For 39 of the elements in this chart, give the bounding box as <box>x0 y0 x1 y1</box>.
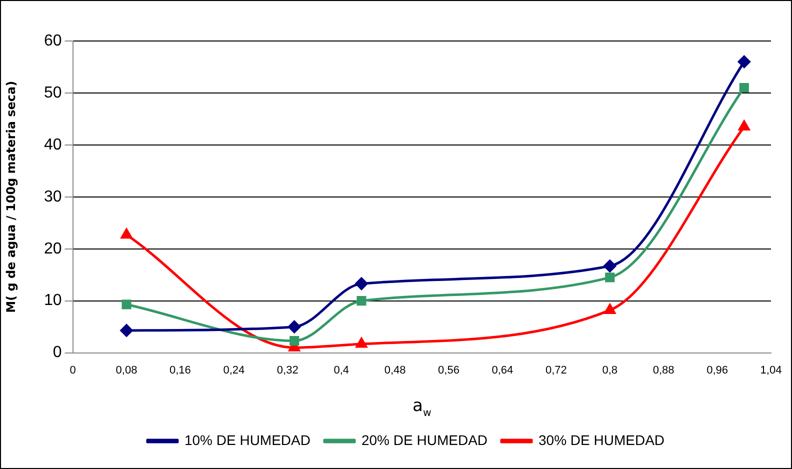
point <box>122 300 132 310</box>
point <box>290 336 300 346</box>
point <box>288 320 301 334</box>
point <box>739 82 749 93</box>
x-tick-label: 0,24 <box>223 364 245 376</box>
x-tick-label: 0,16 <box>170 364 191 376</box>
y-tick-label: 10 <box>44 292 62 310</box>
y-axis-title: M( g de agua / 100g materia seca) <box>4 80 18 313</box>
x-tick-label: 1,04 <box>760 364 782 376</box>
y-tick-label: 50 <box>44 84 62 102</box>
point <box>120 324 133 337</box>
legend-label: 10% DE HUMEDAD <box>184 432 310 448</box>
y-tick-label: 60 <box>44 32 62 50</box>
x-tick-label: 0,56 <box>438 364 460 376</box>
x-tick-label: 0,32 <box>276 364 298 376</box>
legend-label: 30% DE HUMEDAD <box>538 432 665 448</box>
point <box>604 304 616 314</box>
x-tick-label: 0,64 <box>492 364 514 376</box>
y-tick-label: 40 <box>44 136 62 154</box>
x-tick-label: 0,72 <box>545 364 567 376</box>
legend-label: 20% DE HUMEDAD <box>361 432 488 448</box>
x-tick-label: 0,88 <box>652 364 674 376</box>
point <box>355 277 368 290</box>
y-tick-label: 30 <box>44 188 62 206</box>
x-tick-label: 0,4 <box>334 364 349 376</box>
point <box>604 260 616 272</box>
x-tick-label: 0 <box>70 364 76 376</box>
x-tick-label: 0,08 <box>116 364 138 376</box>
x-tick-label: 0,8 <box>602 364 618 376</box>
point <box>120 228 132 239</box>
point <box>738 120 750 130</box>
point <box>356 338 368 348</box>
x-tick-label: 0,96 <box>706 364 728 376</box>
y-tick-label: 0 <box>52 344 62 362</box>
x-tick-label: 0,48 <box>384 364 406 376</box>
point <box>738 56 750 68</box>
y-tick-label: 20 <box>44 240 62 258</box>
point <box>356 296 366 306</box>
point <box>605 272 615 282</box>
